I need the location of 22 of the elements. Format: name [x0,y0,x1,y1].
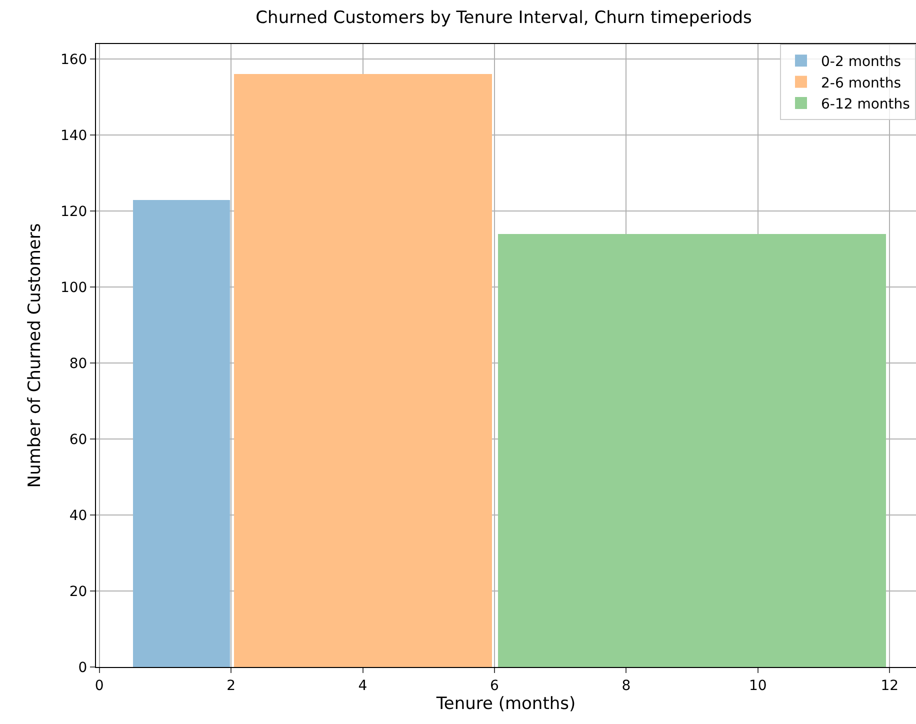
y-tick-label: 140 [60,128,88,144]
x-axis-title: Tenure (months) [435,694,576,714]
legend-label: 2-6 months [821,75,902,92]
x-tick-label: 0 [94,678,104,694]
y-tick-label: 60 [69,432,88,448]
y-tick-label: 0 [78,660,88,676]
x-tick-label: 4 [358,678,368,694]
legend-label: 0-2 months [821,54,902,70]
y-tick-label: 40 [69,508,88,524]
y-tick-label: 120 [60,204,88,220]
legend-label: 6-12 months [821,96,910,112]
y-axis-title: Number of Churned Customers [25,223,46,488]
x-tick-label: 12 [880,678,899,694]
y-tick-label: 100 [60,280,88,296]
x-tick-label: 2 [226,678,236,694]
x-tick-label: 8 [622,678,631,694]
y-tick-label: 20 [69,584,88,600]
y-tick-label: 160 [60,52,88,68]
chart-title: Churned Customers by Tenure Interval, Churn timeperiods [256,8,752,28]
x-tick-label: 10 [749,678,767,694]
x-tick-label: 6 [490,678,500,694]
y-tick-label: 80 [69,356,88,372]
